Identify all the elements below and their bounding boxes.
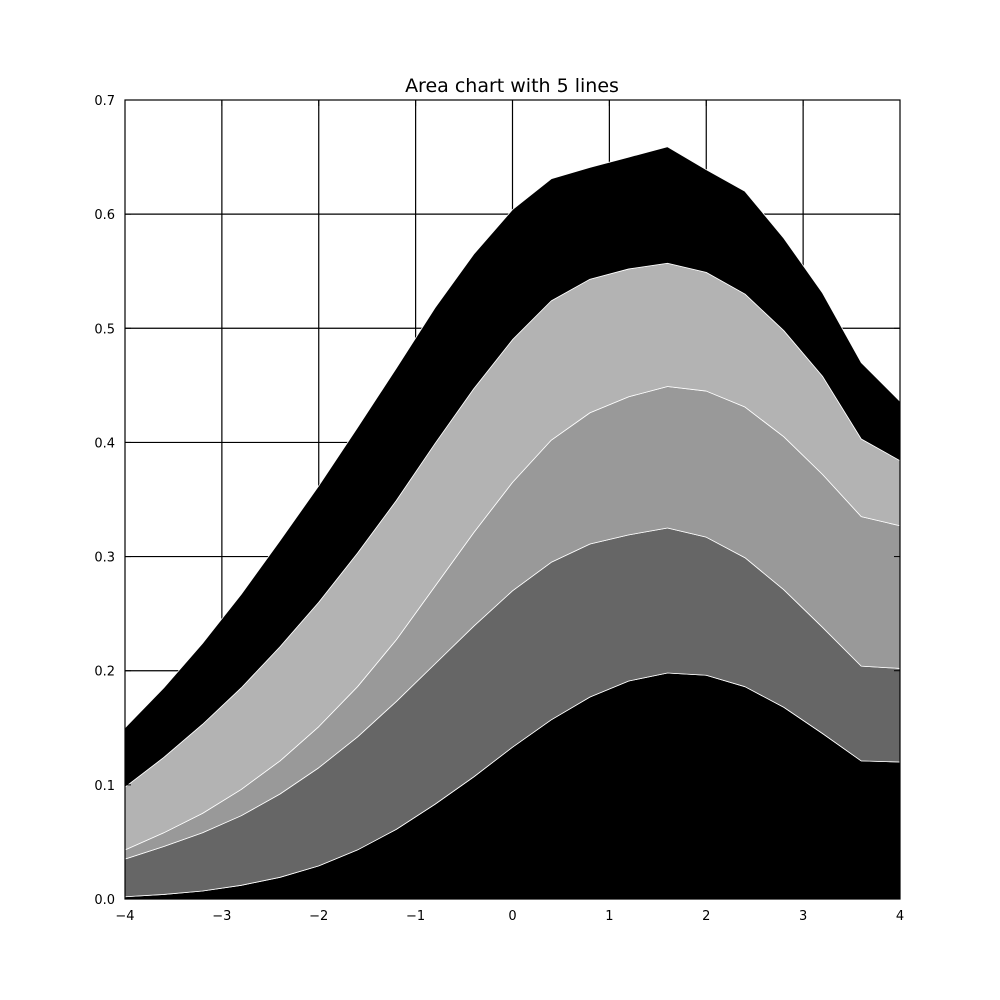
chart-title: Area chart with 5 lines	[405, 75, 619, 97]
y-tick-label: 0.6	[94, 208, 115, 223]
x-tick-label: 4	[896, 909, 904, 924]
x-tick-label: 1	[605, 909, 613, 924]
y-tick-label: 0.3	[94, 551, 115, 566]
x-tick-label: −1	[406, 909, 425, 924]
y-tick-label: 0.1	[94, 779, 115, 794]
x-tick-label: −2	[309, 909, 328, 924]
stacked-areas	[124, 146, 901, 900]
y-tick-label: 0.4	[94, 436, 115, 451]
y-axis-ticks: 0.0 0.1 0.2 0.3 0.4 0.5 0.6 0.7	[94, 94, 900, 908]
y-tick-label: 0.5	[94, 322, 115, 337]
x-axis-ticks: −4 −3 −2 −1 0 1 2 3 4	[115, 100, 904, 924]
y-tick-label: 0.7	[94, 94, 115, 109]
x-tick-label: −3	[212, 909, 231, 924]
x-tick-label: 0	[508, 909, 516, 924]
y-tick-label: 0.2	[94, 665, 115, 680]
x-tick-label: 3	[799, 909, 807, 924]
y-tick-label: 0.0	[94, 893, 115, 908]
x-tick-label: −4	[115, 909, 134, 924]
x-tick-label: 2	[702, 909, 710, 924]
